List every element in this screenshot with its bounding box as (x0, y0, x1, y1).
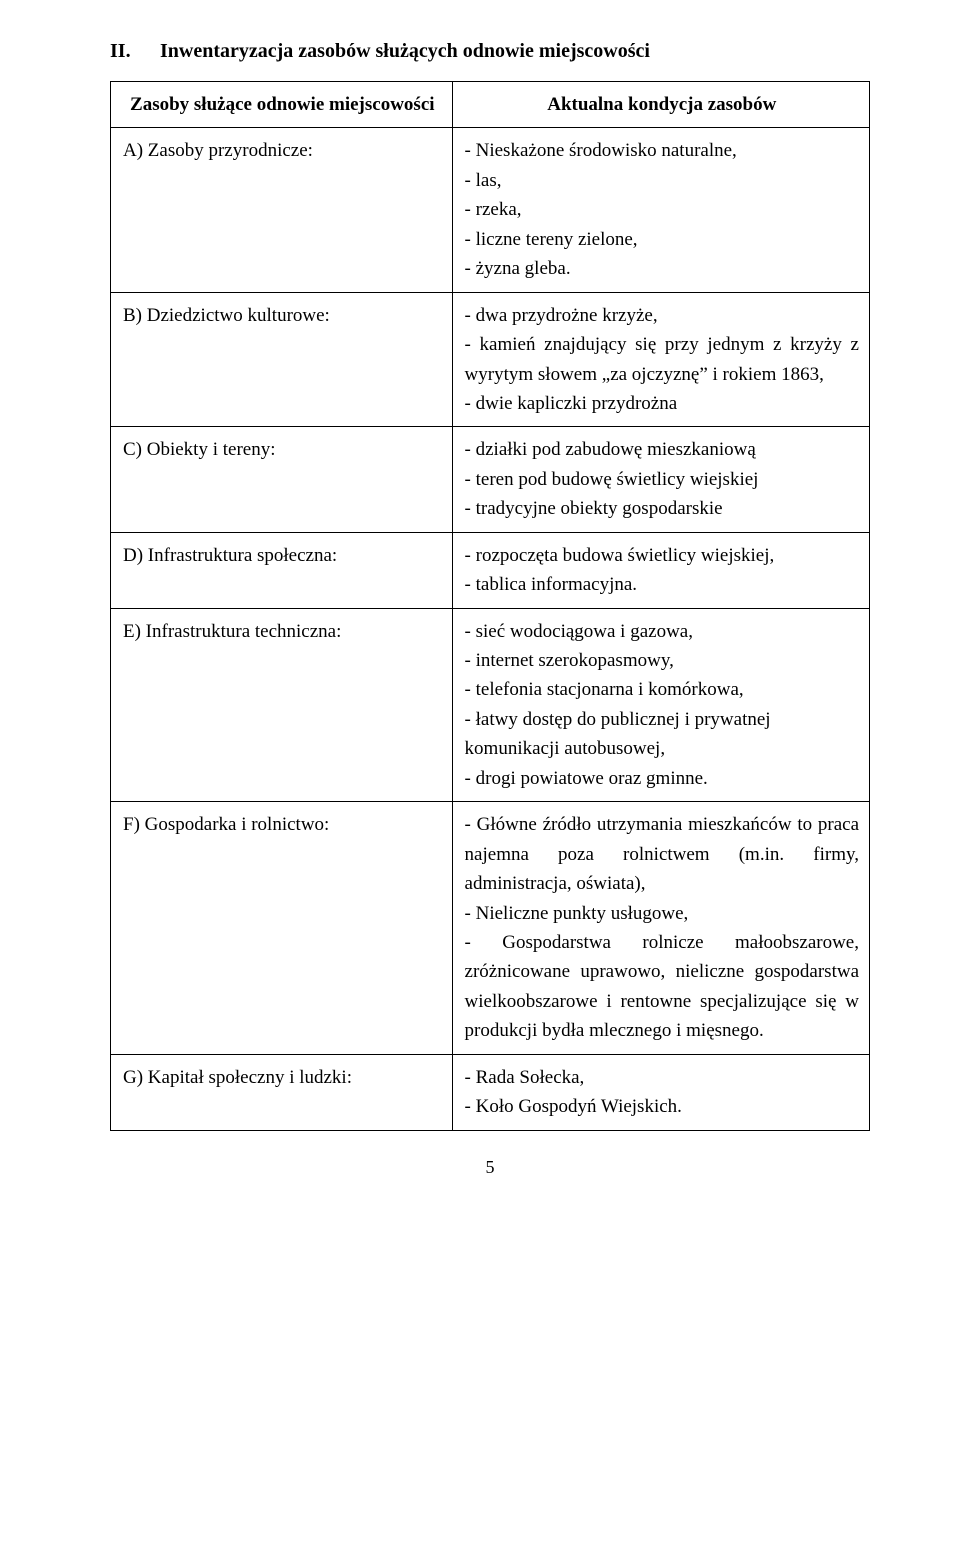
row-content: - rozpoczęta budowa świetlicy wiejskiej,… (452, 532, 869, 608)
row-label: E) Infrastruktura techniczna: (111, 608, 453, 802)
row-label: G) Kapitał społeczny i ludzki: (111, 1054, 453, 1130)
table-header-left: Zasoby służące odnowie miejscowości (111, 82, 453, 128)
row-content: - Rada Sołecka, - Koło Gospodyń Wiejskic… (452, 1054, 869, 1130)
row-content: - Nieskażone środowisko naturalne, - las… (452, 128, 869, 292)
heading-text: Inwentaryzacja zasobów służących odnowie… (160, 40, 870, 63)
row-label: C) Obiekty i tereny: (111, 427, 453, 532)
heading-number: II. (110, 40, 160, 63)
row-content: - sieć wodociągowa i gazowa, - internet … (452, 608, 869, 802)
table-row: C) Obiekty i tereny: - działki pod zabud… (111, 427, 870, 532)
row-label: D) Infrastruktura społeczna: (111, 532, 453, 608)
inventory-table: Zasoby służące odnowie miejscowości Aktu… (110, 81, 870, 1131)
table-row: D) Infrastruktura społeczna: - rozpoczęt… (111, 532, 870, 608)
table-header-right: Aktualna kondycja zasobów (452, 82, 869, 128)
row-label: A) Zasoby przyrodnicze: (111, 128, 453, 292)
table-row: A) Zasoby przyrodnicze: - Nieskażone śro… (111, 128, 870, 292)
table-row: G) Kapitał społeczny i ludzki: - Rada So… (111, 1054, 870, 1130)
page-number: 5 (110, 1157, 870, 1178)
row-label: B) Dziedzictwo kulturowe: (111, 292, 453, 427)
row-label: F) Gospodarka i rolnictwo: (111, 802, 453, 1055)
row-content: - działki pod zabudowę mieszkaniową - te… (452, 427, 869, 532)
row-content: - Główne źródło utrzymania mieszkańców t… (452, 802, 869, 1055)
table-header-row: Zasoby służące odnowie miejscowości Aktu… (111, 82, 870, 128)
table-row: B) Dziedzictwo kulturowe: - dwa przydroż… (111, 292, 870, 427)
row-content: - dwa przydrożne krzyże, - kamień znajdu… (452, 292, 869, 427)
section-heading: II. Inwentaryzacja zasobów służących odn… (110, 40, 870, 63)
table-row: E) Infrastruktura techniczna: - sieć wod… (111, 608, 870, 802)
table-row: F) Gospodarka i rolnictwo: - Główne źród… (111, 802, 870, 1055)
